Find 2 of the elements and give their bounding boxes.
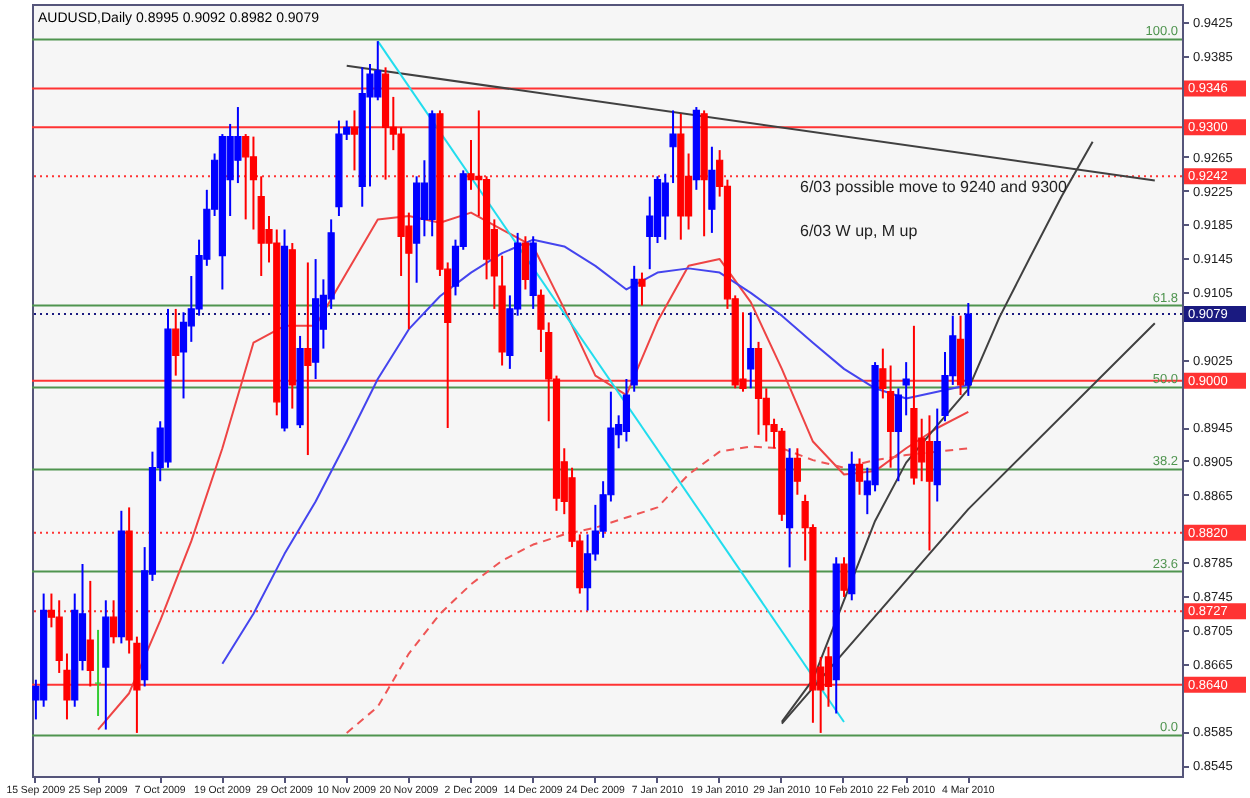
annotation: 6/03 W up, M up (800, 222, 919, 240)
annotation: 6/03 possible move to 9240 and 9300 (800, 178, 1068, 196)
